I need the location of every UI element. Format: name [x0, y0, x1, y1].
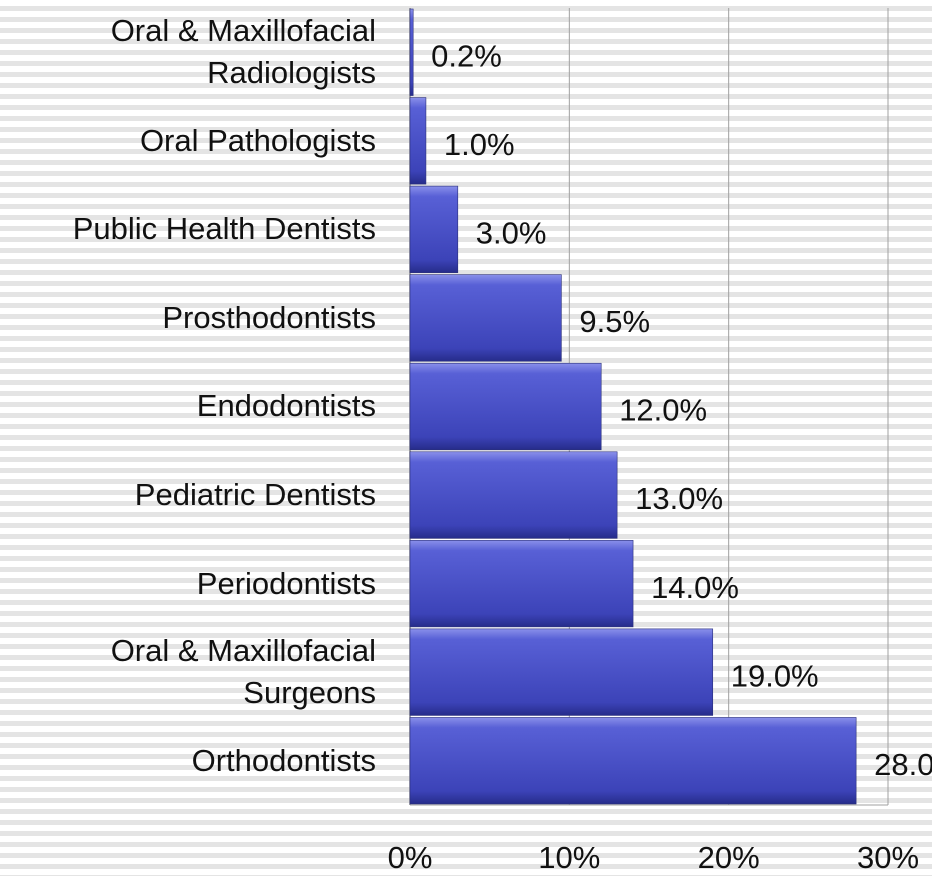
x-tick-label: 10%: [538, 840, 600, 875]
value-label: 12.0%: [619, 393, 707, 428]
bar: [409, 451, 618, 539]
y-tick-label: Pediatric Dentists: [134, 477, 376, 513]
value-label: 3.0%: [476, 216, 547, 251]
value-label: 13.0%: [635, 481, 723, 516]
value-label: 1.0%: [444, 127, 515, 162]
bar: [409, 540, 634, 628]
bar: [409, 362, 602, 451]
bar: [409, 717, 857, 805]
y-tick-label: Periodontists: [196, 565, 376, 601]
value-label: 19.0%: [731, 658, 819, 693]
y-tick-label: Orthodontists: [191, 742, 376, 778]
x-tick-label: 0%: [388, 840, 433, 875]
x-tick-label: 20%: [698, 840, 760, 875]
value-label: 0.2%: [431, 38, 502, 73]
y-tick-label: Endodontists: [196, 388, 376, 424]
bar: [409, 8, 414, 96]
y-tick-label: Oral Pathologists: [139, 122, 376, 158]
y-tick-label: Oral & Maxillofacial Surgeons: [110, 633, 376, 711]
bar: [409, 274, 562, 362]
value-label: 14.0%: [651, 570, 739, 605]
y-tick-label: Oral & Maxillofacial Radiologists: [110, 13, 376, 91]
bar: [409, 628, 714, 716]
y-tick-label: Prosthodontists: [162, 299, 376, 335]
y-tick-label: Public Health Dentists: [72, 211, 376, 247]
value-label: 9.5%: [579, 304, 650, 339]
bar: [409, 185, 459, 273]
bar: [409, 97, 427, 185]
x-tick-label: 30%: [857, 840, 919, 875]
value-label: 28.0%: [874, 747, 932, 782]
